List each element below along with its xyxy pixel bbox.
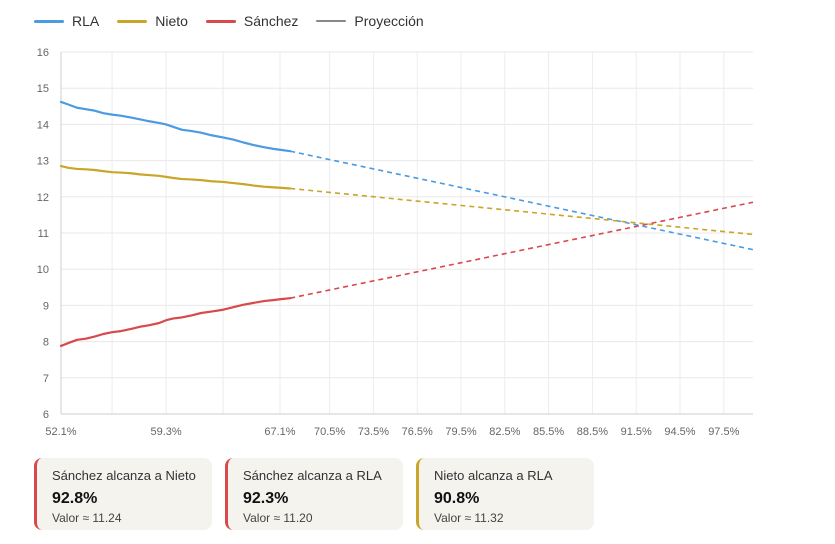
x-tick-label: 59.3%	[151, 426, 182, 438]
y-tick-label: 13	[37, 156, 49, 168]
legend-proyeccion[interactable]: Proyección	[316, 13, 424, 29]
projection-line-sanchez	[290, 201, 754, 299]
line-chart: 6 7 8 9 10 11 12 13 14 15 16 52.1% 59.3% 67.1% 70.5% 73…	[37, 47, 754, 438]
x-tick-label: 94.5%	[664, 426, 695, 438]
projection-line-rla	[290, 150, 754, 251]
chart-legend: RLA Nieto Sánchez Proyección	[34, 13, 424, 29]
x-tick-label: 85.5%	[533, 426, 564, 438]
x-tick-label: 76.5%	[402, 426, 433, 438]
card-value: 92.3%	[243, 490, 289, 507]
y-tick-label: 9	[43, 300, 49, 312]
y-tick-label: 11	[38, 228, 49, 240]
series-line-rla	[59, 100, 292, 153]
card-subtext: Valor ≈ 11.20	[243, 511, 313, 525]
card-title: Nieto alcanza a RLA	[434, 468, 553, 483]
legend-nieto-swatch	[117, 19, 148, 23]
y-tick-label: 10	[37, 264, 49, 276]
x-tick-label: 97.5%	[708, 426, 739, 438]
projection-line-nieto	[290, 187, 754, 236]
x-tick-label: 88.5%	[577, 426, 608, 438]
card-sanchez-rla[interactable]: Sánchez alcanza a RLA 92.3% Valor ≈ 11.2…	[225, 458, 403, 530]
x-tick-label: 79.5%	[445, 426, 476, 438]
card-subtext: Valor ≈ 11.32	[434, 511, 504, 525]
card-sanchez-nieto[interactable]: Sánchez alcanza a Nieto 92.8% Valor ≈ 11…	[34, 458, 212, 530]
y-tick-label: 15	[37, 83, 49, 95]
y-tick-label: 6	[43, 409, 49, 421]
y-tick-label: 7	[43, 373, 49, 385]
x-tick-label: 67.1%	[264, 426, 295, 438]
card-title: Sánchez alcanza a Nieto	[52, 468, 196, 483]
x-tick-label: 52.1%	[45, 426, 76, 438]
card-value: 90.8%	[434, 490, 480, 507]
legend-rla[interactable]: RLA	[34, 13, 99, 29]
legend-sanchez-swatch	[205, 19, 236, 23]
card-subtext: Valor ≈ 11.24	[52, 511, 122, 525]
legend-rla-swatch	[34, 19, 64, 23]
x-tick-label: 70.5%	[314, 426, 345, 438]
card-title: Sánchez alcanza a RLA	[243, 468, 382, 483]
x-tick-label: 82.5%	[489, 426, 520, 438]
legend-sanchez-label: Sánchez	[243, 13, 299, 29]
x-tick-label: 91.5%	[621, 426, 652, 438]
legend-nieto-label: Nieto	[155, 13, 188, 29]
series-line-nieto	[59, 164, 292, 190]
card-value: 92.8%	[52, 490, 98, 507]
legend-proyeccion-label: Proyección	[354, 13, 424, 29]
y-tick-label: 16	[37, 47, 49, 59]
y-tick-label: 8	[43, 337, 49, 349]
x-tick-label: 73.5%	[358, 426, 389, 438]
y-tick-label: 12	[37, 192, 49, 204]
card-nieto-rla[interactable]: Nieto alcanza a RLA 90.8% Valor ≈ 11.32	[416, 458, 594, 530]
legend-proyeccion-swatch	[316, 20, 347, 22]
legend-rla-label: RLA	[72, 13, 100, 29]
legend-nieto[interactable]: Nieto	[117, 13, 188, 29]
series-line-sanchez	[59, 297, 292, 348]
crossover-cards: Sánchez alcanza a Nieto 92.8% Valor ≈ 11…	[34, 458, 594, 530]
y-tick-label: 14	[37, 119, 49, 131]
legend-sanchez[interactable]: Sánchez	[205, 13, 299, 29]
